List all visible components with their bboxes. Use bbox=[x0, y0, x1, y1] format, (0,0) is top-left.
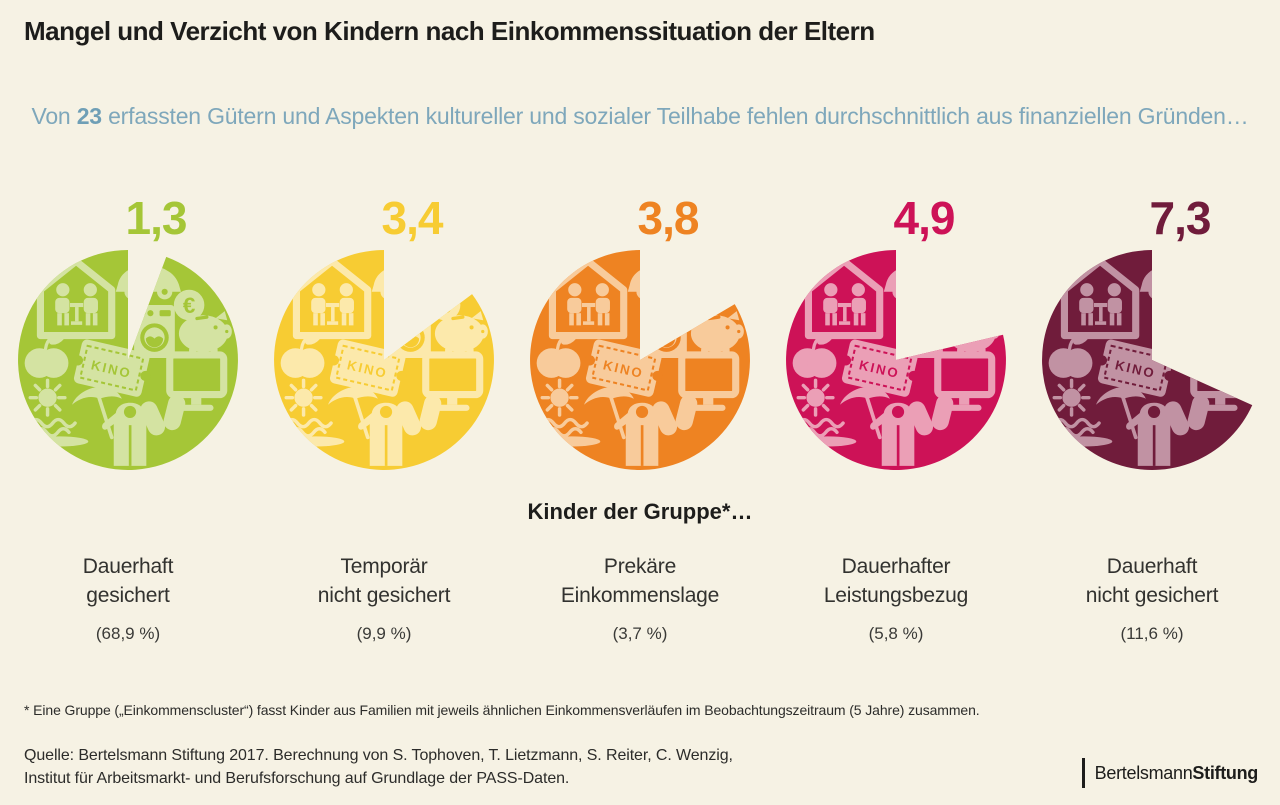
pie-svg bbox=[1042, 250, 1253, 470]
income-group-label-column: Dauerhaft nicht gesichert (11,6 %) bbox=[1024, 552, 1280, 644]
goods-pie-chart bbox=[528, 248, 752, 472]
group-name: Prekäre Einkommenslage bbox=[561, 552, 719, 610]
group-name-line1: Dauerhaft bbox=[82, 555, 174, 578]
goods-pie-chart bbox=[272, 248, 496, 472]
group-name: Dauerhaft gesichert bbox=[82, 552, 174, 610]
group-name-line2: Einkommenslage bbox=[560, 584, 720, 607]
income-group-column: 3,4 bbox=[256, 192, 512, 472]
group-name-line1: Temporär bbox=[340, 555, 428, 578]
group-labels-row: Dauerhaft gesichert (68,9 %) Temporär nich… bbox=[0, 552, 1280, 644]
group-name-line2: Leistungsbezug bbox=[823, 584, 969, 607]
chart-subtitle: Von 23 erfassten Gütern und Aspekten kul… bbox=[0, 98, 1280, 134]
subtitle-number: 23 bbox=[76, 103, 102, 129]
subtitle-rest: erfassten Gütern und Aspekten kulturelle… bbox=[101, 103, 1249, 129]
group-name: Temporär nicht gesichert bbox=[317, 552, 451, 610]
group-name: Dauerhafter Leistungsbezug bbox=[823, 552, 969, 610]
pie-svg bbox=[274, 250, 494, 470]
group-name: Dauerhaft nicht gesichert bbox=[1085, 552, 1219, 610]
subtitle-prefix: Von bbox=[31, 103, 77, 129]
page-title: Mangel und Verzicht von Kindern nach Ein… bbox=[24, 16, 875, 46]
group-name-line1: Dauerhafter bbox=[841, 555, 951, 578]
source-line1: Quelle: Bertelsmann Stiftung 2017. Berec… bbox=[24, 747, 733, 764]
pie-svg bbox=[530, 250, 750, 470]
pie-charts-row: 1,3 3,4 3,8 4,9 7,3 bbox=[0, 192, 1280, 472]
group-name-line2: nicht gesichert bbox=[317, 584, 451, 607]
income-group-column: 4,9 bbox=[768, 192, 1024, 472]
missing-goods-value: 7,3 bbox=[1149, 192, 1212, 244]
group-share: (68,9 %) bbox=[95, 624, 161, 643]
income-group-label-column: Dauerhafter Leistungsbezug (5,8 %) bbox=[768, 552, 1024, 644]
income-group-label-column: Temporär nicht gesichert (9,9 %) bbox=[256, 552, 512, 644]
group-name-line1: Prekäre bbox=[603, 555, 677, 578]
pie-svg bbox=[786, 250, 1006, 470]
missing-goods-value: 4,9 bbox=[893, 192, 956, 244]
group-share: (5,8 %) bbox=[868, 624, 924, 643]
income-group-column: 7,3 bbox=[1024, 192, 1280, 472]
group-share: (9,9 %) bbox=[356, 624, 412, 643]
footnote: * Eine Gruppe („Einkommenscluster“) fass… bbox=[24, 702, 980, 718]
bertelsmann-stiftung-logo: Bertelsmann Stiftung bbox=[1081, 758, 1258, 788]
group-name-line2: nicht gesichert bbox=[1085, 584, 1219, 607]
pie-svg bbox=[18, 250, 238, 470]
goods-pie-chart bbox=[784, 248, 1008, 472]
income-group-column: 3,8 bbox=[512, 192, 768, 472]
group-share: (11,6 %) bbox=[1120, 624, 1184, 643]
income-group-label-column: Prekäre Einkommenslage (3,7 %) bbox=[512, 552, 768, 644]
group-share: (3,7 %) bbox=[612, 624, 668, 643]
income-group-column: 1,3 bbox=[0, 192, 256, 472]
missing-goods-value: 1,3 bbox=[125, 192, 188, 244]
missing-goods-value: 3,4 bbox=[381, 192, 444, 244]
group-name-line1: Dauerhaft bbox=[1106, 555, 1198, 578]
group-name-line2: gesichert bbox=[86, 584, 170, 607]
income-group-label-column: Dauerhaft gesichert (68,9 %) bbox=[0, 552, 256, 644]
missing-goods-value: 3,8 bbox=[637, 192, 700, 244]
goods-pie-chart bbox=[16, 248, 240, 472]
center-caption: Kinder der Gruppe*… bbox=[527, 499, 753, 524]
source-text: Quelle: Bertelsmann Stiftung 2017. Berec… bbox=[24, 744, 733, 790]
logo-text-regular: Bertelsmann bbox=[1094, 762, 1193, 783]
source-line2: Institut für Arbeitsmarkt- und Berufsfor… bbox=[24, 770, 570, 787]
logo-text-bold: Stiftung bbox=[1192, 762, 1258, 783]
goods-pie-chart bbox=[1040, 248, 1264, 472]
